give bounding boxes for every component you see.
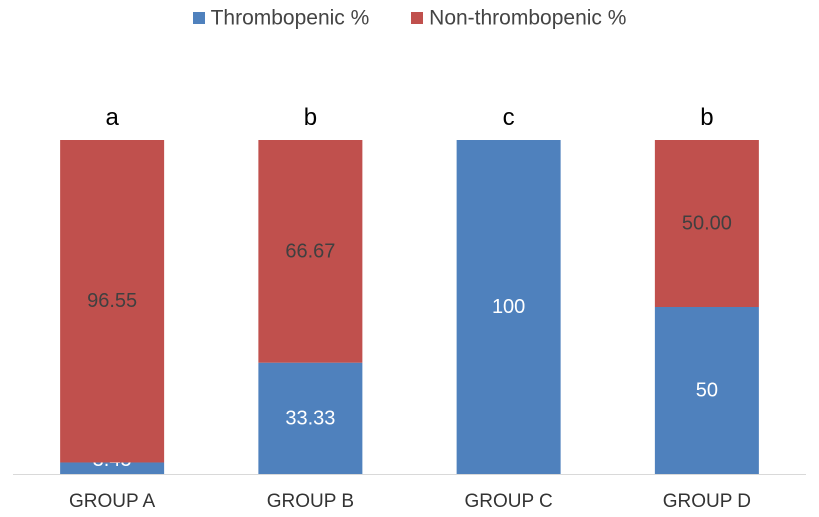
x-tick-label-1: GROUP A [69,491,156,512]
significance-letter-1: a [105,104,119,131]
bar-segment-non-thrombopenic-1 [60,140,165,463]
x-tick-label-3: GROUP C [464,491,552,512]
data-label-non-thrombopenic-2: 66.67 [285,240,335,262]
bar-segment-thrombopenic-1 [60,462,165,474]
x-tick-label-4: GROUP D [663,491,751,512]
data-label-thrombopenic-4: 50 [696,380,718,402]
bar-segment-thrombopenic-2 [258,362,363,474]
bar-segment-non-thrombopenic-2 [258,140,363,363]
bar-segment-thrombopenic-3 [456,140,561,474]
legend-item-non-thrombopenic: Non-thrombopenic % [411,6,626,30]
chart-legend: Thrombopenic % Non-thrombopenic % [0,6,819,31]
significance-letter-3: c [503,104,515,131]
data-label-thrombopenic-2: 33.33 [285,407,335,429]
data-label-thrombopenic-3: 100 [492,296,525,318]
legend-label-non-thrombopenic: Non-thrombopenic % [429,6,627,30]
legend-label-thrombopenic: Thrombopenic % [210,6,370,30]
significance-letter-2: b [304,104,317,131]
data-label-non-thrombopenic-1: 96.55 [87,290,137,312]
legend-item-thrombopenic: Thrombopenic % [192,6,370,30]
x-tick-label-2: GROUP B [267,491,354,512]
significance-letter-4: b [700,104,713,131]
legend-swatch-non-thrombopenic [411,11,424,24]
legend-swatch-thrombopenic [192,11,205,24]
bar-segment-non-thrombopenic-4 [654,140,759,307]
data-label-non-thrombopenic-4: 50.00 [682,213,732,235]
bar-segment-thrombopenic-4 [654,307,759,474]
